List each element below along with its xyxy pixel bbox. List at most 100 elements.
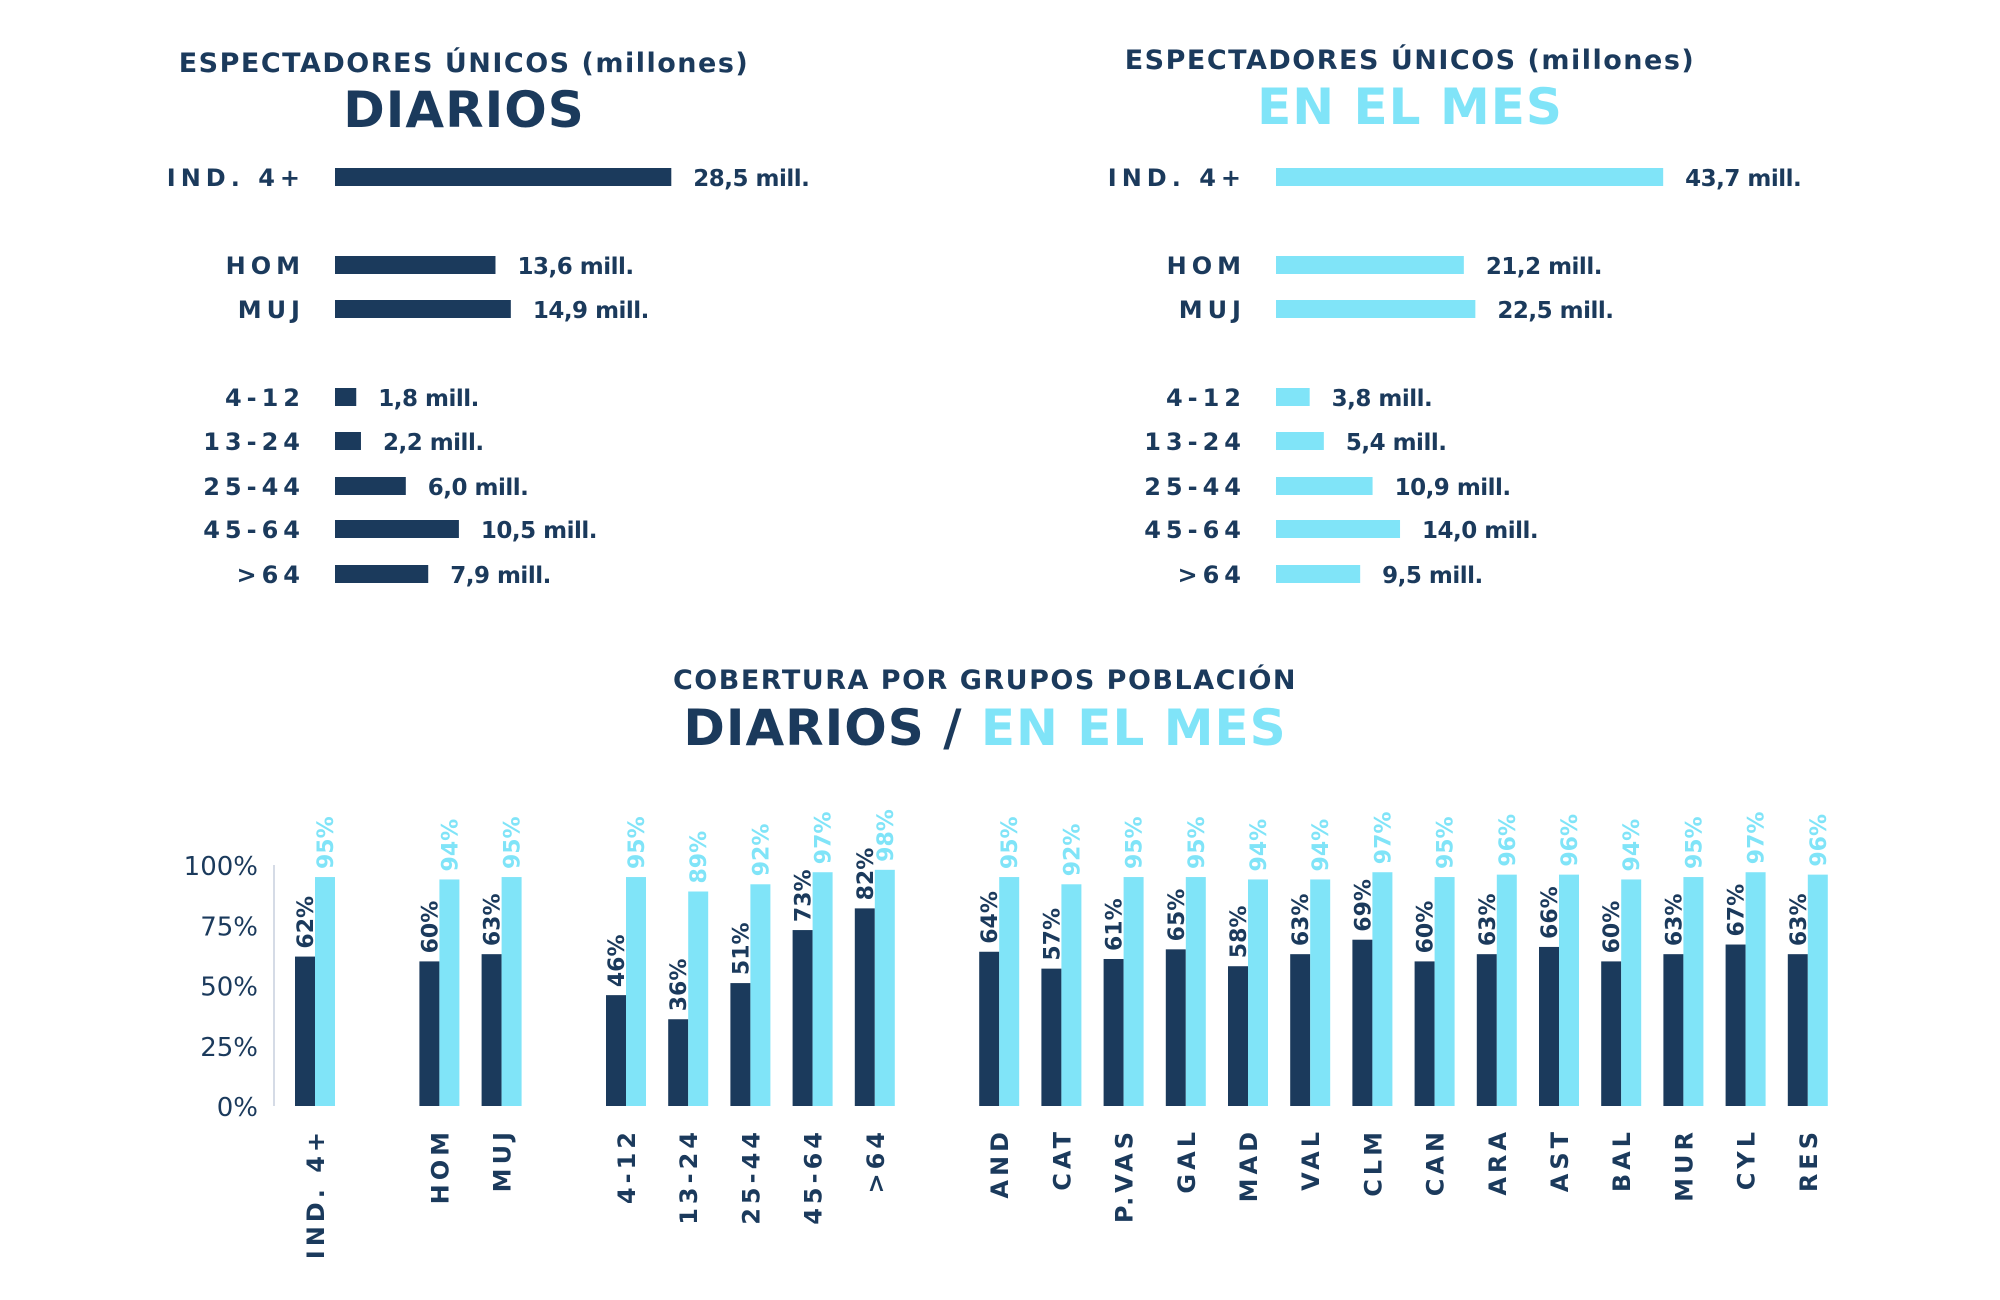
x-category-label: MUR (1670, 1128, 1698, 1202)
bar-monthly (1434, 877, 1455, 1106)
data-label-daily: 60% (1414, 901, 1439, 954)
bar-monthly (1185, 877, 1206, 1106)
bar-daily (1601, 961, 1622, 1106)
category-label: HOM (1167, 252, 1246, 280)
daily-chart-subtitle: DIARIOS (343, 81, 584, 139)
y-tick-label: 75% (200, 912, 258, 942)
bar (335, 300, 511, 318)
bar (335, 432, 361, 450)
data-label-monthly: 97% (1745, 812, 1770, 865)
data-label: 14,0 mill. (1422, 518, 1538, 544)
bar (335, 388, 357, 406)
data-label-monthly: 96% (1807, 814, 1832, 867)
data-label-daily: 60% (418, 901, 443, 954)
data-label-monthly: 96% (1496, 814, 1521, 867)
data-label: 9,5 mill. (1382, 563, 1483, 589)
category-label: IND. 4+ (167, 164, 305, 192)
bar-monthly (1559, 874, 1579, 1106)
bar-daily (1041, 968, 1062, 1106)
x-category-label: CLM (1359, 1128, 1387, 1197)
subtitle-sep: / (925, 699, 981, 757)
bar-monthly (688, 891, 709, 1106)
data-label-monthly: 89% (687, 831, 712, 884)
data-label-daily: 60% (1600, 901, 1625, 954)
bar-monthly (812, 872, 833, 1106)
bar-daily (1228, 966, 1248, 1106)
data-label-monthly: 95% (1434, 816, 1459, 869)
subtitle-dark: DIARIOS (683, 699, 924, 757)
bar-monthly (1248, 879, 1268, 1106)
data-label-daily: 63% (1289, 893, 1314, 946)
category-label: MUJ (238, 296, 305, 324)
bar-daily (668, 1019, 689, 1106)
data-label-monthly: 95% (1185, 816, 1210, 869)
bar-daily (1165, 949, 1186, 1106)
bar-daily (419, 961, 440, 1106)
bar-daily (1290, 954, 1311, 1106)
x-category-label: AST (1546, 1128, 1574, 1192)
data-label: 6,0 mill. (428, 475, 529, 501)
data-label-monthly: 95% (1682, 816, 1707, 869)
y-tick-label: 100% (184, 852, 258, 882)
category-label: 4-12 (1166, 384, 1246, 412)
x-category-label: AND (986, 1128, 1014, 1199)
bar-daily (1103, 958, 1124, 1106)
bar-daily (1352, 939, 1373, 1106)
bar-daily (1414, 961, 1435, 1106)
bar-monthly (439, 879, 460, 1106)
bar-monthly (874, 869, 895, 1106)
bar-monthly (626, 877, 646, 1106)
bar (335, 477, 406, 495)
category-label: MUJ (1179, 296, 1246, 324)
data-label-daily: 64% (978, 891, 1003, 944)
bar (335, 256, 496, 274)
bar-monthly (1621, 879, 1642, 1106)
data-label-daily: 57% (1040, 908, 1065, 961)
bar (1276, 300, 1476, 318)
x-category-label: CAT (1048, 1128, 1076, 1191)
data-label: 22,5 mill. (1497, 298, 1613, 324)
bar (1276, 432, 1324, 450)
data-label-daily: 58% (1227, 906, 1252, 959)
data-label-monthly: 98% (874, 809, 899, 862)
data-label-monthly: 94% (1309, 819, 1334, 872)
data-label: 14,9 mill. (533, 298, 649, 324)
data-label-monthly: 95% (501, 816, 526, 869)
bar (1276, 477, 1373, 495)
bar-daily (295, 956, 315, 1106)
bar-monthly (999, 877, 1020, 1106)
data-label-daily: 63% (1787, 893, 1812, 946)
x-category-label: MUJ (489, 1128, 517, 1192)
x-category-label: VAL (1297, 1128, 1325, 1191)
coverage-chart-title: COBERTURA POR GRUPOS POBLACIÓN (673, 664, 1297, 696)
bar-monthly (1807, 874, 1828, 1106)
y-tick-label: 25% (200, 1033, 258, 1063)
x-category-label: 45-64 (800, 1128, 828, 1225)
data-label-monthly: 94% (438, 819, 463, 872)
bar-daily (730, 983, 751, 1106)
bar-daily (481, 954, 502, 1106)
x-category-label: IND. 4+ (302, 1128, 330, 1259)
data-label-monthly: 95% (625, 816, 650, 869)
bar (335, 168, 672, 186)
data-label-monthly: 97% (812, 812, 837, 865)
category-label: 45-64 (1144, 516, 1246, 544)
data-label-daily: 62% (294, 896, 319, 949)
bar-daily (1539, 946, 1559, 1106)
bar-daily (979, 951, 1000, 1106)
data-label: 21,2 mill. (1486, 254, 1602, 280)
data-label-daily: 46% (605, 934, 630, 987)
bar (335, 565, 429, 583)
x-category-label: 13-24 (675, 1128, 703, 1225)
category-label: 45-64 (203, 516, 305, 544)
x-category-label: RES (1795, 1128, 1823, 1192)
bar-monthly (1496, 874, 1517, 1106)
data-label: 7,9 mill. (450, 563, 551, 589)
bar-daily (606, 995, 626, 1106)
data-label-monthly: 94% (1247, 819, 1272, 872)
data-label-daily: 66% (1538, 886, 1563, 939)
data-label-daily: 67% (1725, 884, 1750, 937)
data-label-monthly: 96% (1558, 814, 1583, 867)
data-label: 3,8 mill. (1332, 386, 1433, 412)
